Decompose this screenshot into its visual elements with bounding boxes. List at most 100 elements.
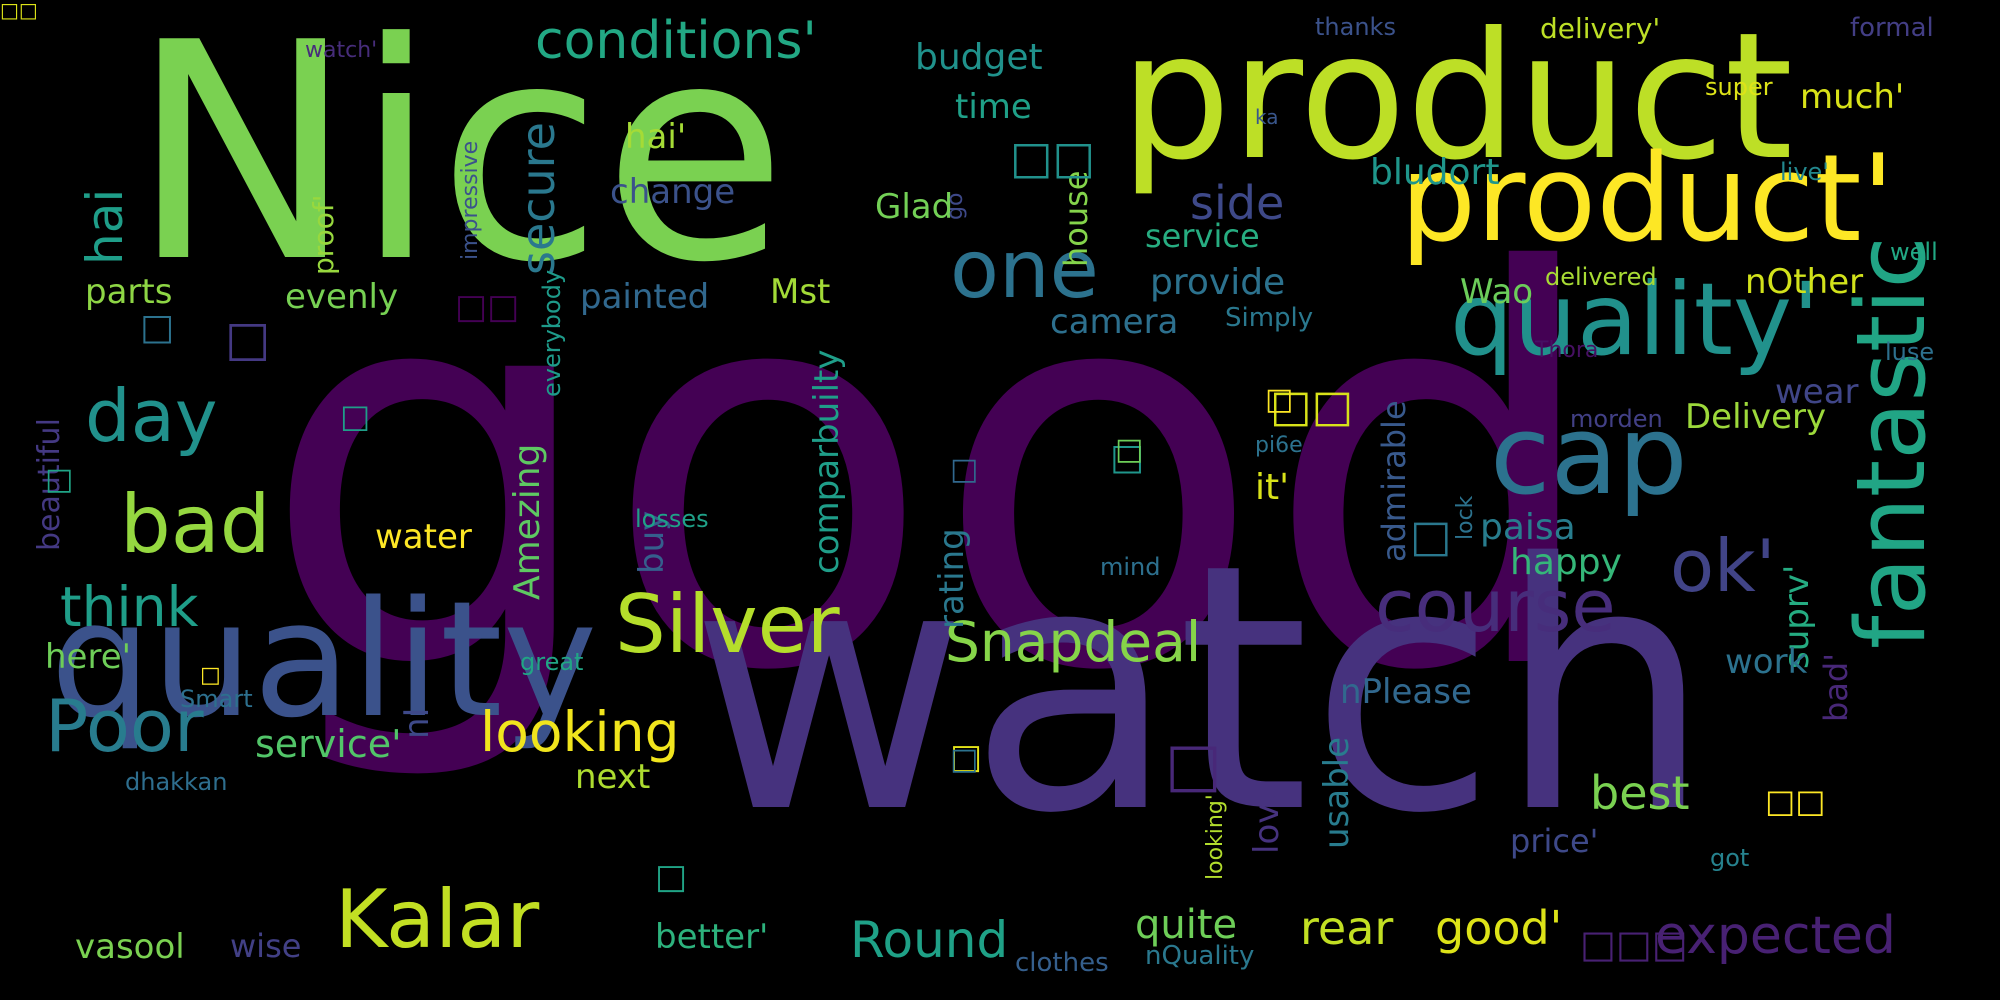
word-113: □	[1165, 730, 1222, 800]
word-109: □	[1265, 382, 1294, 417]
word-72: proof'	[307, 194, 340, 276]
word-6: quality'	[1450, 261, 1820, 378]
word-95: dhakkan	[125, 768, 228, 796]
word-12: one	[950, 223, 1099, 316]
word-29: side	[1190, 176, 1285, 230]
word-43: parts	[85, 272, 173, 312]
word-63: nPlease	[1340, 672, 1472, 712]
word-80: super	[1705, 73, 1773, 101]
word-24: Round	[850, 911, 1009, 969]
word-53: water	[375, 517, 472, 557]
word-77: thanks	[1315, 13, 1396, 41]
word-88: Thora	[1535, 338, 1599, 363]
word-1: watch	[690, 492, 1713, 888]
word-66: love	[1247, 782, 1287, 854]
word-64: next	[575, 757, 651, 797]
word-28: best	[1590, 766, 1690, 820]
word-39: service	[1145, 217, 1260, 255]
word-33: time	[955, 87, 1032, 127]
word-117: □	[655, 857, 688, 897]
word-46: nOther	[1745, 262, 1864, 302]
word-65: usable	[1317, 736, 1357, 849]
word-61: bad'	[1817, 652, 1855, 722]
word-17: Snapdeal	[945, 610, 1202, 674]
word-98: clothes	[1015, 948, 1109, 978]
word-89: pi6e	[1255, 433, 1303, 458]
word-10: Kalar	[335, 873, 540, 966]
word-76: watch'	[305, 38, 378, 63]
word-42: Mst	[770, 272, 831, 312]
word-70: wise	[230, 927, 302, 965]
word-91: losses	[635, 505, 709, 533]
word-62: work	[1725, 642, 1808, 682]
word-56: rating	[932, 528, 972, 629]
word-93: great	[520, 648, 584, 676]
word-82: live'	[1780, 158, 1829, 186]
word-47: Delivery	[1685, 397, 1827, 437]
word-5: quality	[50, 566, 598, 753]
word-32: budget	[915, 37, 1043, 78]
word-20: conditions'	[535, 11, 817, 71]
word-44: evenly	[285, 277, 399, 317]
word-23: expected	[1655, 906, 1896, 966]
word-84: delivered	[1545, 263, 1657, 291]
word-13: ok'	[1670, 524, 1776, 608]
word-92: mind	[1100, 553, 1161, 581]
word-94: Smart	[180, 685, 253, 713]
word-50: it'	[1255, 467, 1290, 508]
word-4: product'	[1400, 130, 1895, 269]
word-106: □	[45, 462, 74, 497]
word-67: price'	[1510, 822, 1599, 860]
word-108: □	[1110, 437, 1145, 478]
word-57: Amezing	[507, 443, 548, 600]
word-90: lock	[1453, 495, 1478, 540]
word-115: □□	[1765, 782, 1826, 820]
word-21: hai	[76, 188, 134, 265]
word-102: □	[225, 311, 271, 367]
word-79: formal	[1850, 13, 1934, 43]
word-87: morden	[1570, 405, 1663, 433]
word-26: good'	[1435, 901, 1563, 955]
word-59: admirable	[1375, 400, 1413, 562]
word-14: bad	[120, 478, 271, 571]
word-30: here'	[45, 637, 131, 677]
word-51: paisa	[1480, 507, 1576, 548]
word-110: □	[950, 452, 979, 487]
word-96: looking'	[1203, 794, 1228, 880]
word-107: □□	[1270, 381, 1354, 432]
word-11: course	[1375, 564, 1616, 648]
word-118: □□□	[1580, 922, 1688, 966]
word-37: Glad	[875, 187, 954, 227]
word-49: wear	[1775, 372, 1859, 412]
word-58: comparbuilty	[807, 349, 847, 575]
word-119: □	[950, 742, 979, 777]
word-78: delivery'	[1540, 12, 1661, 45]
word-2: Nice	[130, 0, 788, 328]
word-73: impressive	[458, 140, 483, 260]
word-105: □	[340, 397, 371, 435]
word-81: ka	[1255, 105, 1279, 129]
word-101: □□	[1010, 131, 1096, 184]
word-100: go	[943, 192, 968, 220]
word-85: luse	[1885, 338, 1935, 366]
word-103: □□	[455, 287, 520, 327]
word-68: better'	[655, 917, 769, 957]
word-86: Simply	[1225, 303, 1314, 333]
word-41: painted	[580, 277, 710, 317]
word-38: bludort	[1370, 152, 1500, 193]
word-48: camera	[1050, 302, 1179, 342]
word-18: think	[60, 575, 199, 639]
word-27: quite	[1135, 902, 1238, 948]
word-52: happy	[1510, 542, 1622, 583]
word-40: provide	[1150, 262, 1286, 303]
word-34: much'	[1800, 77, 1905, 117]
word-120: □□	[0, 0, 38, 22]
word-54: nI	[397, 707, 437, 739]
word-97: got	[1710, 844, 1750, 872]
word-116: □	[200, 663, 221, 688]
word-0: good	[260, 161, 1607, 789]
word-111: □	[1115, 432, 1144, 467]
word-75: house	[1057, 170, 1095, 268]
word-69: vasool	[75, 927, 185, 967]
